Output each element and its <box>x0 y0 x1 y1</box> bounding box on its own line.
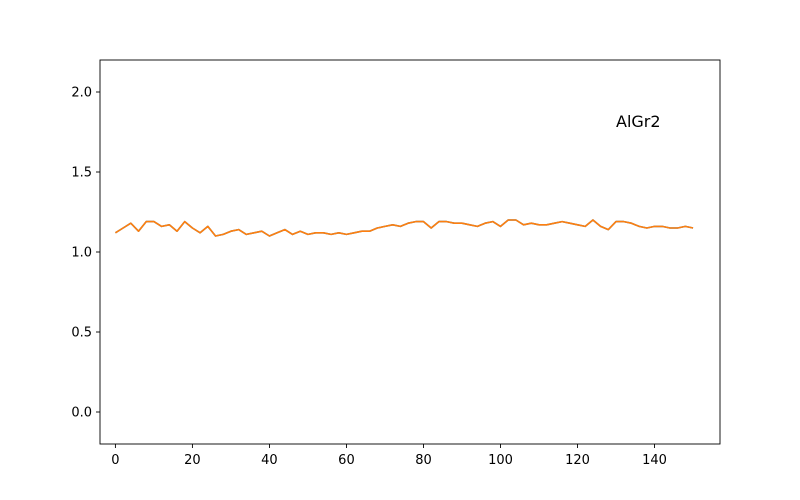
x-tick-label: 120 <box>565 453 590 468</box>
axes-layer: 0 20 40 60 80 100 120 140 0.0 0.5 1.0 1.5 2.0 <box>71 59 721 468</box>
x-tick-label: 80 <box>415 453 432 468</box>
plot-layer <box>114 219 694 237</box>
x-tick-label: 140 <box>642 453 667 468</box>
x-tick-label: 40 <box>261 453 278 468</box>
x-tick-label: 20 <box>184 453 201 468</box>
y-tick-label: 1.0 <box>71 246 92 261</box>
y-tick-label: 1.5 <box>71 166 92 181</box>
series-line-2 <box>114 219 694 237</box>
x-tick-label: 100 <box>488 453 513 468</box>
y-tick-label: 0.0 <box>71 406 92 421</box>
chart-annotation: AlGr2 <box>616 112 661 131</box>
x-tick-label: 60 <box>338 453 355 468</box>
y-tick-label: 2.0 <box>71 86 92 101</box>
y-tick-label: 0.5 <box>71 326 92 341</box>
x-tick-label: 0 <box>111 453 119 468</box>
